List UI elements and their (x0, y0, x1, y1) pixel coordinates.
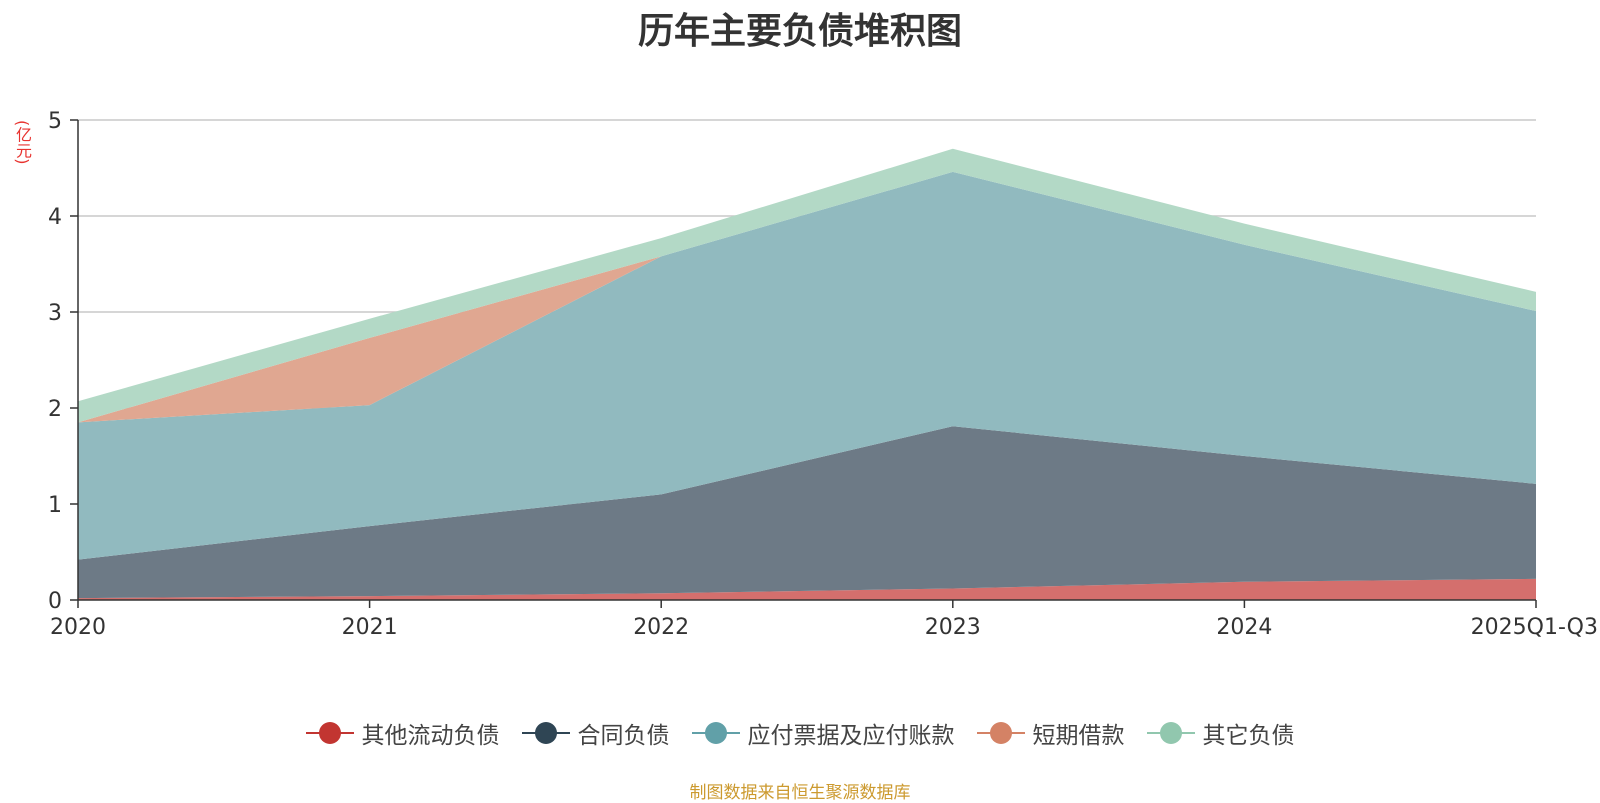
legend-label: 短期借款 (1032, 723, 1125, 749)
legend-label: 应付票据及应付账款 (747, 723, 955, 749)
x-tick-label: 2022 (633, 615, 689, 640)
axes: 0 1 2 3 4 5 2020 2021 2022 2023 2024 2025Q1-Q3 (48, 109, 1598, 640)
x-tick-label: 2021 (342, 615, 398, 640)
legend-item-1[interactable]: 其他流动负债 (305, 716, 500, 750)
legend-label: 其它负债 (1202, 723, 1295, 749)
x-tick-label: 2025Q1-Q3 (1471, 615, 1598, 640)
y-tick-label: 4 (48, 205, 62, 230)
y-tick-label: 1 (48, 493, 62, 518)
y-tick-label: 0 (48, 589, 62, 614)
area-series-3 (78, 171, 1536, 560)
legend-item-2[interactable]: 合同负债 (521, 716, 670, 750)
area-series-1 (78, 578, 1536, 600)
x-tick-label: 2024 (1216, 615, 1272, 640)
area-series-5 (78, 148, 1536, 423)
area-series (78, 148, 1536, 600)
data-source-footer: 制图数据来自恒生聚源数据库 (689, 783, 911, 803)
legend-marker (691, 721, 740, 745)
legend-label: 合同负债 (577, 723, 670, 749)
chart-title: 历年主要负债堆积图 (637, 11, 962, 52)
legend-marker (1146, 721, 1195, 745)
y-tick-label: 2 (48, 397, 62, 422)
legend-item-4[interactable]: 短期借款 (976, 716, 1125, 750)
area-series-4 (78, 171, 1536, 423)
y-tick-label: 5 (48, 109, 62, 134)
x-tick-label: 2020 (50, 615, 106, 640)
x-tick-label: 2023 (925, 615, 981, 640)
legend-marker (305, 721, 354, 745)
legend-label: 其他流动负债 (361, 723, 500, 749)
legend-item-5[interactable]: 其它负债 (1146, 716, 1295, 750)
area-series-2 (78, 426, 1536, 599)
y-axis-unit-label: (亿元) (13, 120, 32, 165)
legend-item-3[interactable]: 应付票据及应付账款 (691, 716, 955, 750)
legend-marker (521, 721, 570, 745)
y-tick-label: 3 (48, 301, 62, 326)
legend: 其他流动负债 合同负债 应付票据及应付账款 短期借款 其它负债 (0, 716, 1600, 750)
legend-marker (976, 721, 1025, 745)
